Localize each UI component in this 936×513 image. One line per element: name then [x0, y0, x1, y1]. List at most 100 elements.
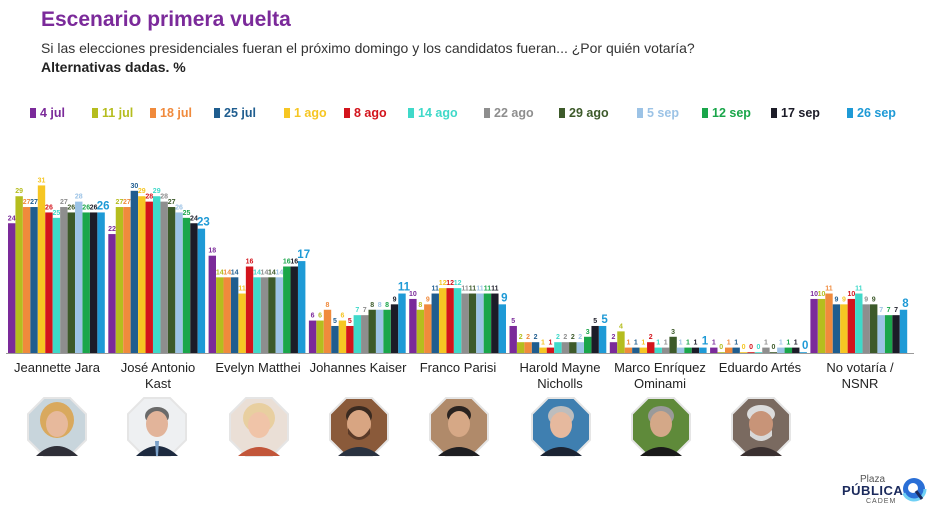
data-label-4-8: 11	[469, 286, 477, 293]
data-label-7-5: 0	[749, 344, 753, 351]
cadem-logo: Plaza PÚBLICA CADEM	[838, 474, 930, 506]
bar-0-1	[15, 196, 23, 353]
data-label-5-6: 2	[556, 334, 560, 341]
data-label-3-11: 9	[393, 296, 397, 303]
candidate-portrait-matthei	[229, 397, 289, 457]
legend-label: 22 ago	[494, 106, 534, 120]
bar-0-12	[97, 212, 105, 353]
bar-2-11	[290, 266, 298, 353]
data-label-3-5: 5	[348, 318, 352, 325]
data-label-8-2: 11	[825, 286, 833, 293]
data-label-8-9: 7	[879, 307, 883, 314]
category-label: Johannes Kaiser	[308, 360, 408, 376]
bar-2-7	[260, 277, 269, 353]
data-label-2-9: 14	[275, 269, 283, 276]
bar-1-1	[115, 207, 124, 353]
legend-swatch	[344, 108, 350, 118]
legend-item-1-ago: 1 ago	[284, 106, 327, 120]
data-label-7-8: 0	[771, 344, 775, 351]
bar-3-11	[390, 304, 399, 353]
data-label-6-0: 2	[612, 334, 616, 341]
bar-6-10	[684, 347, 692, 353]
bar-1-11	[190, 223, 198, 353]
bar-5-11	[591, 325, 599, 353]
data-label-1-9: 26	[175, 204, 183, 211]
data-label-4-7: 11	[461, 286, 469, 293]
data-label-7-2: 1	[727, 340, 731, 347]
data-label-6-11: 1	[693, 340, 697, 347]
bar-1-6	[153, 196, 161, 353]
category-label-line: Johannes Kaiser	[309, 360, 407, 375]
bar-8-8	[870, 304, 878, 353]
bar-5-5	[546, 347, 555, 353]
legend-item-22-ago: 22 ago	[484, 106, 534, 120]
bar-8-1	[817, 298, 826, 353]
data-label-4-11: 11	[491, 286, 499, 293]
bar-4-5	[446, 288, 454, 354]
data-label-5-9: 2	[578, 334, 582, 341]
legend-label: 18 jul	[160, 106, 192, 120]
data-label-0-0: 24	[8, 215, 16, 222]
legend-label: 4 jul	[40, 106, 66, 120]
bar-1-5	[145, 201, 153, 354]
data-label-0-12: 26	[97, 200, 110, 212]
data-label-5-2: 2	[526, 334, 530, 341]
legend-label: 25 jul	[224, 106, 256, 120]
data-label-6-1: 4	[619, 323, 623, 330]
legend-label: 14 ago	[418, 106, 458, 120]
bar-2-1	[216, 277, 224, 353]
data-label-1-8: 27	[168, 199, 176, 206]
data-label-1-11: 24	[190, 215, 198, 222]
data-label-1-2: 27	[123, 199, 131, 206]
data-label-8-10: 7	[887, 307, 891, 314]
data-label-7-11: 1	[794, 340, 798, 347]
data-label-8-4: 9	[842, 296, 846, 303]
data-label-6-10: 1	[686, 340, 690, 347]
bar-5-8	[569, 342, 577, 353]
data-label-8-0: 10	[810, 291, 818, 298]
data-label-8-12: 8	[902, 298, 909, 310]
bar-8-3	[832, 304, 841, 353]
bar-1-9	[175, 212, 183, 353]
data-label-3-9: 8	[378, 302, 382, 309]
legend-item-11-jul: 11 jul	[92, 106, 133, 120]
bar-7-1	[717, 352, 725, 353]
data-label-5-8: 2	[571, 334, 575, 341]
bar-3-7	[361, 315, 369, 353]
data-label-6-5: 2	[649, 334, 653, 341]
bar-1-2	[123, 207, 131, 353]
legend-swatch	[408, 108, 414, 118]
bar-6-12	[699, 347, 707, 353]
data-label-1-3: 30	[130, 183, 138, 190]
bar-2-2	[223, 277, 231, 353]
bar-1-4	[138, 196, 146, 353]
data-label-4-10: 11	[484, 286, 492, 293]
candidate-portrait-artes	[731, 397, 791, 457]
data-label-8-7: 9	[864, 296, 868, 303]
category-label: Jeannette Jara	[7, 360, 107, 376]
bar-7-2	[725, 347, 733, 353]
data-label-1-4: 29	[138, 188, 146, 195]
category-label-line: Evelyn Matthei	[215, 360, 301, 375]
bar-7-10	[784, 347, 792, 353]
data-label-7-10: 1	[786, 340, 790, 347]
bar-4-0	[409, 298, 417, 353]
bar-3-12	[398, 293, 406, 353]
data-label-1-10: 25	[183, 210, 191, 217]
bar-8-11	[892, 315, 900, 353]
bar-7-7	[762, 347, 770, 353]
bar-6-5	[647, 342, 655, 353]
legend-item-25-jul: 25 jul	[214, 106, 256, 120]
bar-3-0	[308, 320, 317, 353]
data-label-4-3: 11	[432, 286, 440, 293]
data-label-7-12: 0	[802, 340, 808, 352]
bar-4-1	[416, 309, 425, 353]
data-label-5-3: 2	[534, 334, 538, 341]
candidate-portrait-kaiser	[329, 397, 389, 457]
bar-5-10	[584, 336, 592, 353]
bar-8-10	[884, 315, 893, 353]
data-label-0-2: 27	[23, 199, 31, 206]
bar-2-12	[298, 261, 306, 353]
bar-6-9	[676, 347, 685, 353]
bar-0-5	[45, 212, 53, 353]
